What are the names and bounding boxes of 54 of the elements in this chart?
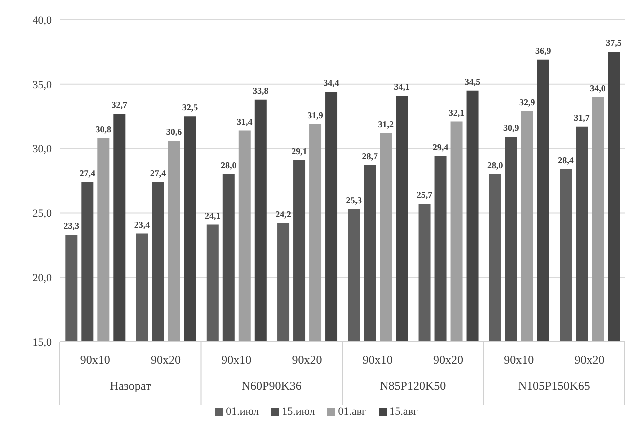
data-label: 27,4 [150, 168, 167, 178]
data-label: 28,0 [488, 160, 504, 171]
x-tick-label: 90x20 [150, 353, 181, 367]
data-label: 29,1 [292, 146, 308, 156]
y-tick-label: 15,0 [32, 336, 52, 349]
x-tick-label: 90x20 [574, 353, 605, 367]
data-label: 24,1 [205, 210, 222, 221]
legend-label: 01.авг [338, 406, 367, 418]
y-tick-label: 40,0 [32, 14, 52, 27]
data-label: 36,9 [536, 46, 552, 56]
data-label: 28,4 [558, 155, 574, 166]
text: N60P90K36 [242, 379, 302, 393]
data-label: 34,5 [464, 76, 482, 87]
x-tick-label: 90x20 [433, 353, 464, 367]
y-tick-label: 25,0 [32, 208, 52, 220]
data-label: 25,7 [416, 190, 434, 200]
x-tick-label: 90x10 [362, 353, 393, 367]
data-label: 32,5 [182, 102, 199, 113]
x-tick-label: 90x20 [292, 353, 322, 367]
y-tick-label: 35,0 [32, 79, 52, 92]
data-label: 30,9 [504, 123, 520, 134]
data-label: 32,7 [112, 100, 128, 110]
data-label: 33,8 [253, 86, 270, 96]
text: N105P150K65 [518, 379, 590, 393]
data-label: 32,1 [448, 108, 466, 118]
y-tick-label: 30,0 [32, 144, 52, 156]
legend-label: 15.авг [390, 406, 418, 418]
x-tick-label: 90x10 [222, 353, 252, 367]
data-label: 31,9 [308, 110, 324, 120]
data-label: 31,4 [237, 116, 254, 127]
data-label: 24,2 [276, 210, 292, 220]
data-label: 28,0 [221, 160, 238, 171]
text: N85P120K50 [380, 379, 446, 393]
text: Назорат [110, 379, 152, 393]
data-label: 23,4 [134, 220, 151, 230]
data-label: 27,4 [80, 168, 96, 178]
data-label: 30,8 [96, 124, 112, 134]
data-label: 34,1 [394, 82, 411, 92]
data-label: 37,5 [606, 38, 622, 48]
legend-label: 01.июл [226, 406, 260, 418]
data-label: 23,3 [64, 221, 80, 232]
x-tick-label: 90x10 [504, 353, 534, 367]
data-label: 25,3 [346, 195, 363, 206]
data-label: 29,4 [432, 142, 450, 153]
data-label: 31,7 [574, 112, 590, 123]
x-tick-label: 90x10 [80, 353, 110, 367]
data-label: 34,4 [324, 78, 340, 88]
data-label: 30,6 [166, 127, 183, 138]
legend-label: 15.июл [282, 406, 316, 418]
data-label: 28,7 [362, 152, 379, 162]
y-tick-label: 20,0 [32, 272, 52, 285]
data-label: 34,0 [590, 83, 606, 94]
data-label: 32,9 [520, 97, 536, 108]
data-label: 31,2 [378, 119, 395, 130]
